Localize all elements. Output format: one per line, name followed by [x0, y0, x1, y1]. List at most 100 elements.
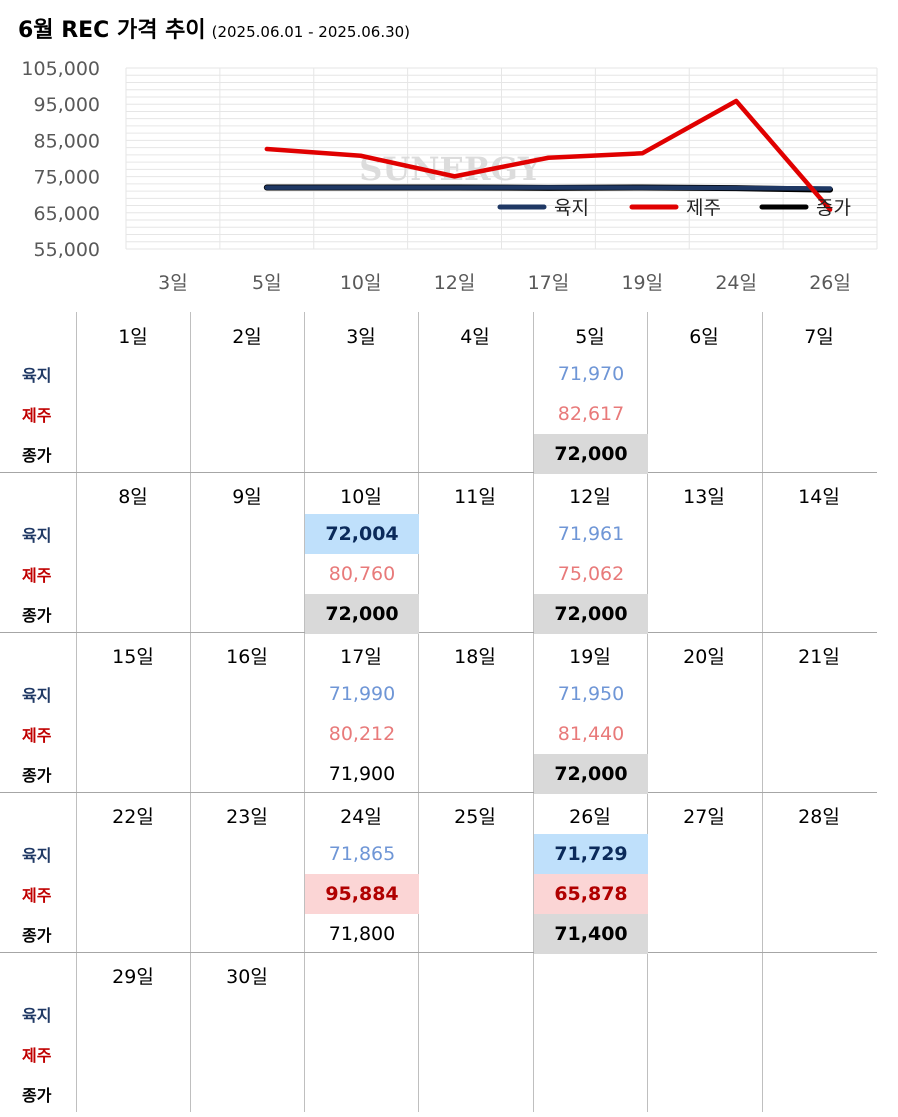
day-label: 4일 — [460, 326, 490, 348]
row-label: 육지 — [22, 686, 52, 705]
row-label: 육지 — [22, 846, 52, 865]
day-label: 5일 — [575, 326, 605, 348]
land-price: 72,004 — [305, 514, 419, 554]
column-divider — [762, 312, 763, 1112]
day-label: 19일 — [569, 646, 611, 668]
day-label: 20일 — [683, 646, 725, 668]
row-label: 육지 — [22, 1006, 52, 1025]
closing-price: 72,000 — [534, 434, 648, 474]
day-label: 6일 — [689, 326, 719, 348]
page-title: 6월 REC 가격 추이 (2025.06.01 - 2025.06.30) — [18, 12, 410, 44]
day-label: 2일 — [232, 326, 262, 348]
x-tick-label: 26일 — [809, 272, 851, 294]
row-label: 제주 — [22, 406, 52, 425]
day-label: 11일 — [454, 486, 496, 508]
column-divider — [418, 312, 419, 1112]
price-calendar: 1일 2일 3일 4일 5일 6일 7일 육지 제주 종가 71,970 82,617 72,000 8일… — [0, 312, 898, 1117]
column-divider — [304, 312, 305, 1112]
day-label: 13일 — [683, 486, 725, 508]
row-label: 종가 — [22, 446, 52, 465]
closing-price: 71,800 — [328, 923, 396, 945]
land-price: 71,970 — [557, 363, 625, 385]
day-label: 14일 — [798, 486, 840, 508]
day-label: 3일 — [346, 326, 376, 348]
week-divider — [0, 952, 877, 953]
y-tick-label: 85,000 — [34, 130, 100, 152]
day-label: 30일 — [226, 966, 268, 988]
land-price: 71,990 — [328, 683, 396, 705]
row-label: 제주 — [22, 1046, 52, 1065]
y-tick-label: 75,000 — [34, 167, 100, 189]
day-label: 16일 — [226, 646, 268, 668]
column-divider — [533, 312, 534, 1112]
row-label: 제주 — [22, 886, 52, 905]
day-label: 28일 — [798, 806, 840, 828]
jeju-price: 81,440 — [557, 723, 625, 745]
y-tick-label: 65,000 — [34, 203, 100, 225]
legend-label: 제주 — [686, 197, 721, 219]
legend-label: 종가 — [816, 197, 851, 219]
legend-label: 육지 — [554, 197, 589, 219]
closing-price: 72,000 — [305, 594, 419, 634]
row-label: 육지 — [22, 526, 52, 545]
day-label: 21일 — [798, 646, 840, 668]
day-label: 24일 — [340, 806, 382, 828]
jeju-price: 80,212 — [328, 723, 396, 745]
day-label: 8일 — [118, 486, 148, 508]
row-label: 제주 — [22, 726, 52, 745]
row-label: 육지 — [22, 366, 52, 385]
land-price: 71,950 — [557, 683, 625, 705]
day-label: 25일 — [454, 806, 496, 828]
day-label: 18일 — [454, 646, 496, 668]
row-label: 제주 — [22, 566, 52, 585]
x-tick-label: 12일 — [434, 272, 476, 294]
day-label: 27일 — [683, 806, 725, 828]
day-label: 9일 — [232, 486, 262, 508]
chart-subtitle: (2025.06.01 - 2025.06.30) — [211, 23, 411, 41]
x-tick-label: 17일 — [528, 272, 570, 294]
jeju-price: 82,617 — [557, 403, 625, 425]
x-tick-label: 10일 — [340, 272, 382, 294]
row-label: 종가 — [22, 1086, 52, 1105]
closing-price: 72,000 — [534, 754, 648, 794]
y-tick-label: 105,000 — [21, 58, 100, 80]
day-label: 1일 — [118, 326, 148, 348]
jeju-price: 65,878 — [534, 874, 648, 914]
row-label: 종가 — [22, 766, 52, 785]
jeju-price: 95,884 — [305, 874, 419, 914]
price-line-chart: SUNERGY 105,000 95,000 85,000 75,000 65,000 55… — [21, 58, 878, 294]
land-price: 71,961 — [557, 523, 625, 545]
column-divider — [76, 312, 77, 1112]
day-label: 7일 — [804, 326, 834, 348]
day-label: 10일 — [340, 486, 382, 508]
week-divider — [0, 792, 877, 793]
day-label: 29일 — [112, 966, 154, 988]
day-label: 26일 — [569, 806, 611, 828]
day-label: 17일 — [340, 646, 382, 668]
y-tick-label: 55,000 — [34, 239, 100, 261]
land-price: 71,729 — [534, 834, 648, 874]
y-tick-label: 95,000 — [34, 94, 100, 116]
day-label: 15일 — [112, 646, 154, 668]
chart-title: 6월 REC 가격 추이 — [18, 18, 206, 43]
x-tick-label: 3일 — [158, 272, 188, 294]
week-divider — [0, 632, 877, 633]
x-tick-label: 19일 — [621, 272, 663, 294]
closing-price: 71,400 — [534, 914, 648, 954]
closing-price: 72,000 — [534, 594, 648, 634]
row-label: 종가 — [22, 606, 52, 625]
jeju-price: 75,062 — [557, 563, 625, 585]
jeju-price: 80,760 — [328, 563, 396, 585]
day-label: 23일 — [226, 806, 268, 828]
land-price: 71,865 — [328, 843, 396, 865]
week-divider — [0, 472, 877, 473]
x-tick-label: 5일 — [252, 272, 282, 294]
row-label: 종가 — [22, 926, 52, 945]
day-label: 12일 — [569, 486, 611, 508]
column-divider — [647, 312, 648, 1112]
column-divider — [190, 312, 191, 1112]
closing-price: 71,900 — [328, 763, 396, 785]
x-tick-label: 24일 — [715, 272, 757, 294]
day-label: 22일 — [112, 806, 154, 828]
watermark: SUNERGY — [359, 150, 542, 188]
